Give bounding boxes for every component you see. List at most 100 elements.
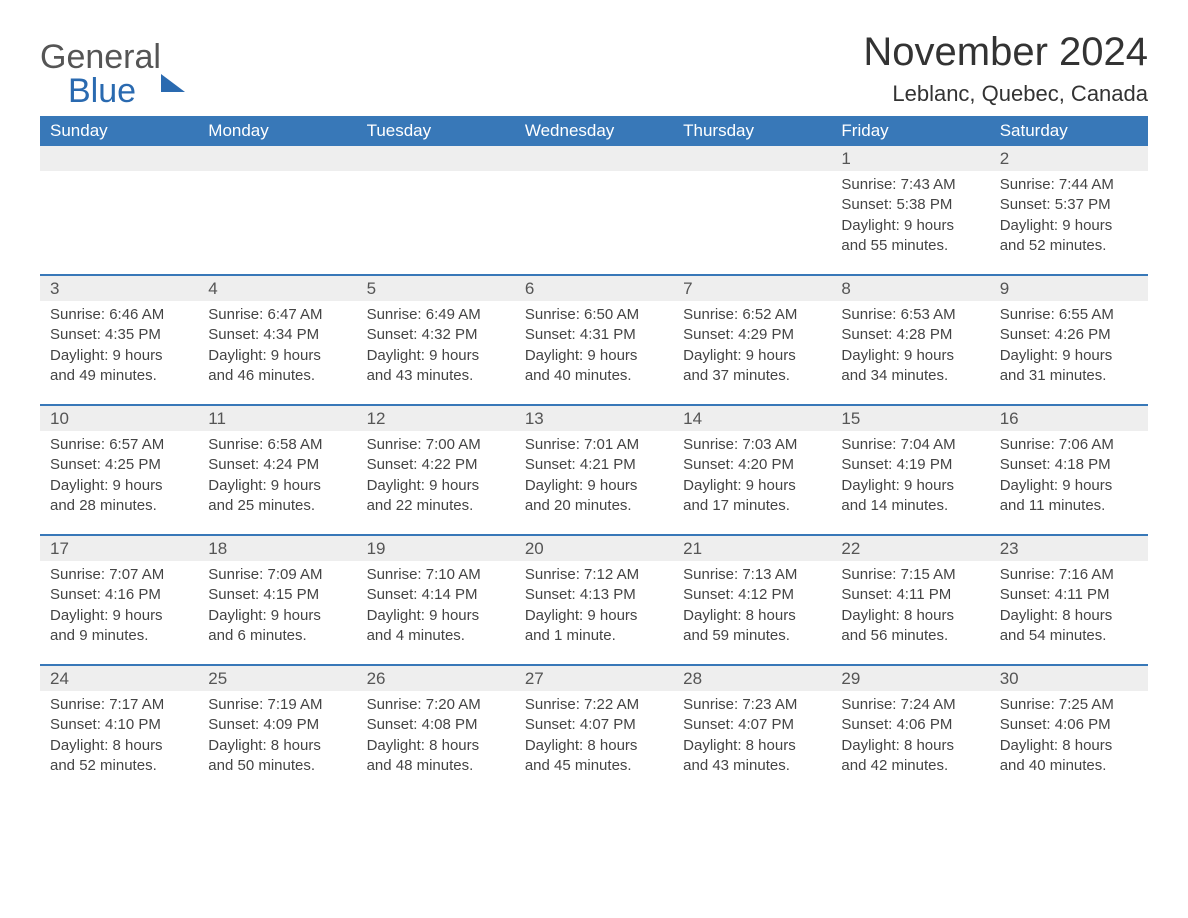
sunrise-text: Sunrise: 7:12 AM bbox=[525, 565, 663, 585]
sunset-text: Sunset: 4:07 PM bbox=[525, 715, 663, 735]
daylight-text: Daylight: 8 hours bbox=[683, 736, 821, 756]
sunset-text: Sunset: 5:37 PM bbox=[1000, 195, 1138, 215]
day-number-row: 2 bbox=[990, 146, 1148, 171]
logo-word2: Blue bbox=[68, 74, 161, 108]
day-number bbox=[683, 149, 688, 168]
day-number: 7 bbox=[683, 279, 692, 298]
sunset-text: Sunset: 4:18 PM bbox=[1000, 455, 1138, 475]
sunrise-text: Sunrise: 7:03 AM bbox=[683, 435, 821, 455]
daylight-text: and 45 minutes. bbox=[525, 756, 663, 776]
daylight-text: Daylight: 8 hours bbox=[525, 736, 663, 756]
day-number-row: 1 bbox=[831, 146, 989, 171]
sunrise-text: Sunrise: 7:15 AM bbox=[841, 565, 979, 585]
day-number: 15 bbox=[841, 409, 860, 428]
weekday-header: Sunday Monday Tuesday Wednesday Thursday… bbox=[40, 116, 1148, 146]
sunrise-text: Sunrise: 6:55 AM bbox=[1000, 305, 1138, 325]
sunset-text: Sunset: 4:28 PM bbox=[841, 325, 979, 345]
calendar-week: 3Sunrise: 6:46 AMSunset: 4:35 PMDaylight… bbox=[40, 274, 1148, 404]
daylight-text: and 14 minutes. bbox=[841, 496, 979, 516]
sunset-text: Sunset: 4:35 PM bbox=[50, 325, 188, 345]
sunset-text: Sunset: 4:34 PM bbox=[208, 325, 346, 345]
day-number: 20 bbox=[525, 539, 544, 558]
sunrise-text: Sunrise: 7:16 AM bbox=[1000, 565, 1138, 585]
daylight-text: and 40 minutes. bbox=[525, 366, 663, 386]
calendar-cell: 5Sunrise: 6:49 AMSunset: 4:32 PMDaylight… bbox=[357, 274, 515, 404]
day-number: 9 bbox=[1000, 279, 1009, 298]
calendar-cell: 17Sunrise: 7:07 AMSunset: 4:16 PMDayligh… bbox=[40, 534, 198, 664]
sunset-text: Sunset: 4:20 PM bbox=[683, 455, 821, 475]
day-number-row bbox=[673, 146, 831, 171]
day-number: 21 bbox=[683, 539, 702, 558]
calendar-cell: 10Sunrise: 6:57 AMSunset: 4:25 PMDayligh… bbox=[40, 404, 198, 534]
day-number: 11 bbox=[208, 409, 226, 428]
daylight-text: Daylight: 8 hours bbox=[841, 606, 979, 626]
calendar-cell: 25Sunrise: 7:19 AMSunset: 4:09 PMDayligh… bbox=[198, 664, 356, 794]
day-details: Sunrise: 6:49 AMSunset: 4:32 PMDaylight:… bbox=[357, 301, 515, 404]
calendar-cell: 11Sunrise: 6:58 AMSunset: 4:24 PMDayligh… bbox=[198, 404, 356, 534]
sunrise-text: Sunrise: 6:52 AM bbox=[683, 305, 821, 325]
calendar-cell: 16Sunrise: 7:06 AMSunset: 4:18 PMDayligh… bbox=[990, 404, 1148, 534]
day-details: Sunrise: 7:17 AMSunset: 4:10 PMDaylight:… bbox=[40, 691, 198, 794]
calendar-cell: 29Sunrise: 7:24 AMSunset: 4:06 PMDayligh… bbox=[831, 664, 989, 794]
calendar-week: 17Sunrise: 7:07 AMSunset: 4:16 PMDayligh… bbox=[40, 534, 1148, 664]
daylight-text: Daylight: 9 hours bbox=[1000, 476, 1138, 496]
day-number-row: 18 bbox=[198, 534, 356, 561]
sunset-text: Sunset: 5:38 PM bbox=[841, 195, 979, 215]
daylight-text: Daylight: 9 hours bbox=[208, 476, 346, 496]
sunset-text: Sunset: 4:16 PM bbox=[50, 585, 188, 605]
day-number-row: 25 bbox=[198, 664, 356, 691]
day-number: 14 bbox=[683, 409, 702, 428]
day-details: Sunrise: 7:12 AMSunset: 4:13 PMDaylight:… bbox=[515, 561, 673, 664]
calendar-cell: 3Sunrise: 6:46 AMSunset: 4:35 PMDaylight… bbox=[40, 274, 198, 404]
daylight-text: and 20 minutes. bbox=[525, 496, 663, 516]
calendar-cell bbox=[515, 146, 673, 274]
header: General Blue November 2024 Leblanc, Queb… bbox=[40, 30, 1148, 108]
calendar-cell: 6Sunrise: 6:50 AMSunset: 4:31 PMDaylight… bbox=[515, 274, 673, 404]
daylight-text: and 48 minutes. bbox=[367, 756, 505, 776]
day-number-row: 19 bbox=[357, 534, 515, 561]
sunrise-text: Sunrise: 7:17 AM bbox=[50, 695, 188, 715]
day-details: Sunrise: 7:22 AMSunset: 4:07 PMDaylight:… bbox=[515, 691, 673, 794]
day-number: 18 bbox=[208, 539, 227, 558]
sunrise-text: Sunrise: 6:47 AM bbox=[208, 305, 346, 325]
day-details: Sunrise: 7:23 AMSunset: 4:07 PMDaylight:… bbox=[673, 691, 831, 794]
sunset-text: Sunset: 4:10 PM bbox=[50, 715, 188, 735]
daylight-text: Daylight: 9 hours bbox=[367, 346, 505, 366]
daylight-text: Daylight: 9 hours bbox=[50, 346, 188, 366]
calendar: Sunday Monday Tuesday Wednesday Thursday… bbox=[40, 116, 1148, 794]
day-number-row: 9 bbox=[990, 274, 1148, 301]
daylight-text: and 52 minutes. bbox=[1000, 236, 1138, 256]
day-details: Sunrise: 7:24 AMSunset: 4:06 PMDaylight:… bbox=[831, 691, 989, 794]
daylight-text: and 4 minutes. bbox=[367, 626, 505, 646]
sunrise-text: Sunrise: 6:58 AM bbox=[208, 435, 346, 455]
daylight-text: and 56 minutes. bbox=[841, 626, 979, 646]
day-details: Sunrise: 7:10 AMSunset: 4:14 PMDaylight:… bbox=[357, 561, 515, 664]
daylight-text: and 34 minutes. bbox=[841, 366, 979, 386]
daylight-text: and 50 minutes. bbox=[208, 756, 346, 776]
daylight-text: and 54 minutes. bbox=[1000, 626, 1138, 646]
calendar-cell bbox=[198, 146, 356, 274]
day-details: Sunrise: 6:57 AMSunset: 4:25 PMDaylight:… bbox=[40, 431, 198, 534]
calendar-cell: 8Sunrise: 6:53 AMSunset: 4:28 PMDaylight… bbox=[831, 274, 989, 404]
daylight-text: and 31 minutes. bbox=[1000, 366, 1138, 386]
day-number bbox=[525, 149, 530, 168]
calendar-cell bbox=[673, 146, 831, 274]
daylight-text: and 42 minutes. bbox=[841, 756, 979, 776]
daylight-text: Daylight: 8 hours bbox=[50, 736, 188, 756]
sunset-text: Sunset: 4:06 PM bbox=[1000, 715, 1138, 735]
calendar-cell: 23Sunrise: 7:16 AMSunset: 4:11 PMDayligh… bbox=[990, 534, 1148, 664]
day-number: 13 bbox=[525, 409, 544, 428]
sunset-text: Sunset: 4:15 PM bbox=[208, 585, 346, 605]
sunrise-text: Sunrise: 6:49 AM bbox=[367, 305, 505, 325]
weeks-container: 1Sunrise: 7:43 AMSunset: 5:38 PMDaylight… bbox=[40, 146, 1148, 794]
calendar-cell: 21Sunrise: 7:13 AMSunset: 4:12 PMDayligh… bbox=[673, 534, 831, 664]
calendar-cell: 18Sunrise: 7:09 AMSunset: 4:15 PMDayligh… bbox=[198, 534, 356, 664]
daylight-text: Daylight: 9 hours bbox=[525, 606, 663, 626]
calendar-cell bbox=[40, 146, 198, 274]
sunset-text: Sunset: 4:32 PM bbox=[367, 325, 505, 345]
calendar-cell: 30Sunrise: 7:25 AMSunset: 4:06 PMDayligh… bbox=[990, 664, 1148, 794]
calendar-cell: 7Sunrise: 6:52 AMSunset: 4:29 PMDaylight… bbox=[673, 274, 831, 404]
daylight-text: and 52 minutes. bbox=[50, 756, 188, 776]
daylight-text: Daylight: 8 hours bbox=[683, 606, 821, 626]
weekday-label: Sunday bbox=[40, 116, 198, 146]
